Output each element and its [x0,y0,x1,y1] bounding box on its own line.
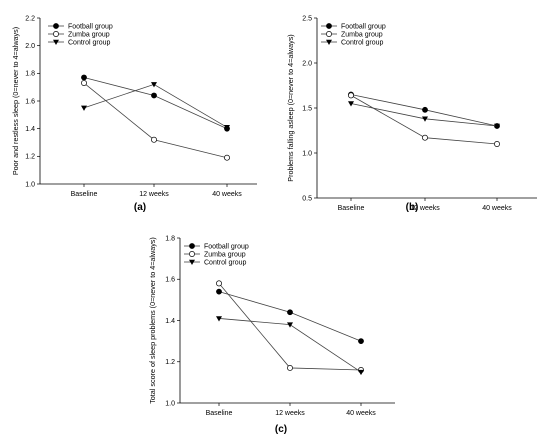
x-tick-label: Baseline [71,191,98,198]
legend-label: Zumba group [68,31,110,38]
y-tick-label: 1.2 [165,359,175,366]
y-tick-label: 1.6 [25,98,35,105]
x-tick-label: Baseline [338,205,365,212]
data-point-3-1 [348,101,354,107]
data-point-3-3 [358,369,364,376]
y-tick-label: 1.8 [165,235,175,242]
data-point-3-3 [494,123,500,129]
data-point-2-2 [287,364,293,371]
data-point-3-1 [216,316,222,322]
x-tick-label: Baseline [206,410,233,417]
legend-marker [326,31,332,37]
legend-label: Control group [204,259,247,266]
legend-marker [53,39,59,45]
legend-label: Zumba group [204,251,246,258]
data-point-3-2 [151,82,157,88]
data-point-3-1 [81,105,87,111]
chart-panel-2: 0.5 1.0 1.5 2.0 2.5 Baseline 12 weeks 40 weeks P… [286,15,537,213]
y-tick-label: 1.0 [25,181,35,188]
y-tick-label: 1.2 [25,154,35,161]
legend-label: Zumba group [341,31,383,38]
x-tick-label: 40 weeks [212,191,242,198]
y-tick-label: 1.6 [165,277,175,284]
x-tick-label: 12 weeks [139,191,169,198]
y-tick-label: 1.0 [165,400,175,407]
y-tick-label: 1.8 [25,71,35,78]
data-point-2-2 [422,134,428,141]
y-axis-label: Problems falling asleep (0=never to 4=al… [286,34,295,181]
data-point-2-1 [81,80,87,86]
legend-label: Football group [68,23,113,30]
x-tick-label: 12 weeks [275,410,305,417]
legend-label: Control group [68,39,111,46]
data-point-1-3 [358,338,364,345]
chart-panel-1: 1.0 1.2 1.4 1.6 1.8 2.0 2.2 Baseline 12 weeks 40 … [11,15,257,213]
series-line-3 [83,83,228,128]
data-point-3-2 [422,116,428,122]
x-tick-label: 40 weeks [346,410,376,417]
series-line-3 [350,103,498,127]
x-tick-label: 40 weeks [482,205,512,212]
panel-label: (c) [275,424,287,435]
legend-label: Football group [204,243,249,250]
legend-marker [326,39,332,45]
data-point-2-3 [224,154,230,161]
data-point-1-1 [216,288,222,295]
legend-marker [326,23,332,29]
data-point-2-2 [151,136,157,143]
panel-label: (a) [134,202,146,213]
series-line-1 [218,291,362,342]
y-tick-label: 2.0 [302,60,312,67]
legend-marker [53,23,59,29]
y-tick-label: 2.0 [25,43,35,50]
data-point-2-3 [494,141,500,147]
legend-label: Football group [341,23,386,30]
data-point-2-1 [216,280,222,287]
data-point-3-2 [287,322,293,328]
legend-marker [189,259,195,265]
data-point-1-2 [422,106,428,113]
y-tick-label: 1.5 [302,105,312,112]
legend-marker [189,251,195,257]
x-tick-label: 12 weeks [410,205,440,212]
chart-panel-3: 1.0 1.2 1.4 1.6 1.8 Baseline 12 weeks 40 weeks T… [148,235,395,435]
y-tick-label: 2.5 [302,15,312,22]
panel-label: (b) [406,202,419,213]
y-tick-label: 2.2 [25,15,35,22]
y-tick-label: 0.5 [302,195,312,202]
y-tick-label: 1.4 [165,318,175,325]
data-point-1-2 [287,309,293,316]
y-axis-label: Total score of sleep problems (0=never t… [148,237,157,404]
y-tick-label: 1.4 [25,126,35,133]
y-axis-label: Poor and restless sleep (0=never to 4=al… [11,27,20,175]
data-point-1-1 [81,74,87,81]
legend-marker [53,31,59,37]
data-point-2-1 [348,92,354,99]
y-tick-label: 1.0 [302,150,312,157]
legend-marker [189,243,195,249]
data-point-3-3 [224,125,230,131]
legend-label: Control group [341,39,384,46]
data-point-1-2 [151,92,157,99]
